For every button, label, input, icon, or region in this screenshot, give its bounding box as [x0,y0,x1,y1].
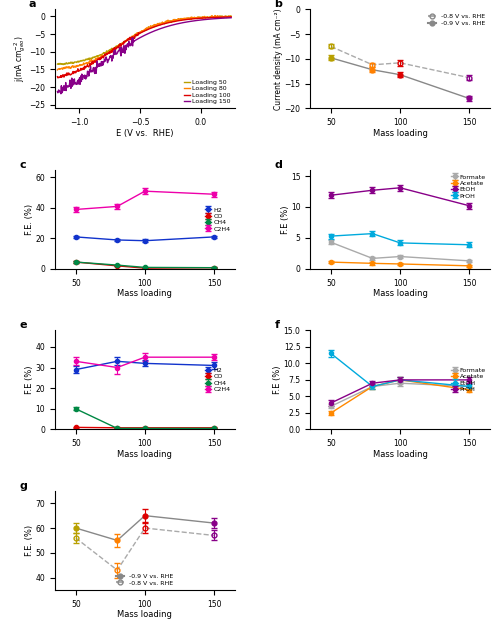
Loading 100 [180,16,186,24]
Loading 150 [180,19,186,26]
Y-axis label: F.E (%): F.E (%) [280,205,289,233]
Y-axis label: F.E. (%): F.E. (%) [25,204,34,235]
X-axis label: Mass loading: Mass loading [118,450,172,458]
Text: a: a [28,0,36,9]
Loading 150 [164,23,170,30]
Y-axis label: Current density (mA cm⁻²): Current density (mA cm⁻²) [274,8,283,110]
Line: Loading 50: Loading 50 [58,16,231,65]
Loading 150 [112,47,117,55]
Loading 150 [54,88,60,95]
Loading 80 [212,12,218,19]
Legend: -0.8 V vs. RHE, -0.9 V vs. RHE: -0.8 V vs. RHE, -0.9 V vs. RHE [427,12,487,27]
Loading 100 [76,67,82,75]
Y-axis label: F.E (%): F.E (%) [25,366,34,394]
Legend: H2, CO, CH4, C2H4: H2, CO, CH4, C2H4 [204,206,232,233]
Loading 50 [54,60,60,68]
Legend: Loading 50, Loading 80, Loading 100, Loading 150: Loading 50, Loading 80, Loading 100, Loa… [182,78,232,106]
Loading 100 [181,16,187,24]
Loading 100 [54,73,60,80]
Loading 100 [228,13,234,20]
X-axis label: Mass loading: Mass loading [372,289,428,298]
Line: Loading 150: Loading 150 [58,18,231,94]
Line: Loading 80: Loading 80 [58,16,231,70]
X-axis label: Mass loading: Mass loading [118,289,172,298]
Loading 100 [164,19,170,27]
Loading 80 [180,16,186,23]
Loading 150 [124,42,130,49]
Loading 50 [60,61,66,68]
Loading 50 [112,44,117,52]
Loading 80 [76,62,82,70]
Text: e: e [19,320,26,330]
Text: c: c [19,160,26,170]
Loading 100 [124,37,130,44]
X-axis label: Mass loading: Mass loading [372,129,428,137]
Loading 150 [228,14,234,22]
Loading 50 [228,12,234,20]
Loading 80 [123,37,129,44]
Loading 150 [58,90,64,97]
Loading 50 [219,12,225,20]
Y-axis label: F.E. (%): F.E. (%) [25,525,34,556]
X-axis label: Mass loading: Mass loading [118,610,172,619]
Text: f: f [274,320,280,330]
Loading 150 [76,80,82,88]
Loading 100 [55,74,61,81]
Legend: Formate, Acetate, EtOH, PrOH: Formate, Acetate, EtOH, PrOH [450,366,487,393]
Loading 80 [228,13,234,20]
Loading 50 [164,17,170,25]
Loading 80 [54,66,60,74]
Loading 100 [112,44,117,52]
Loading 80 [111,45,117,52]
Loading 50 [124,37,130,44]
X-axis label: E (V vs.  RHE): E (V vs. RHE) [116,129,173,137]
Loading 50 [76,58,82,66]
Legend: H2, CO, CH4, C2H4: H2, CO, CH4, C2H4 [204,366,232,393]
Loading 50 [181,16,187,23]
Text: g: g [19,481,27,491]
Legend: -0.9 V vs. RHE, -0.8 V vs. RHE: -0.9 V vs. RHE, -0.8 V vs. RHE [115,573,175,587]
Text: d: d [274,160,282,170]
Text: b: b [274,0,282,9]
Line: Loading 100: Loading 100 [58,17,231,78]
Loading 80 [180,15,186,22]
Loading 50 [180,16,186,23]
Y-axis label: F.E (%): F.E (%) [274,366,282,394]
X-axis label: Mass loading: Mass loading [372,450,428,458]
Loading 150 [181,19,187,26]
Legend: Formate, Acetate, EtOH, PrOH: Formate, Acetate, EtOH, PrOH [450,173,487,200]
Loading 80 [164,17,170,25]
Y-axis label: j(mA cm$_{geo}^{-2}$): j(mA cm$_{geo}^{-2}$) [12,35,28,82]
